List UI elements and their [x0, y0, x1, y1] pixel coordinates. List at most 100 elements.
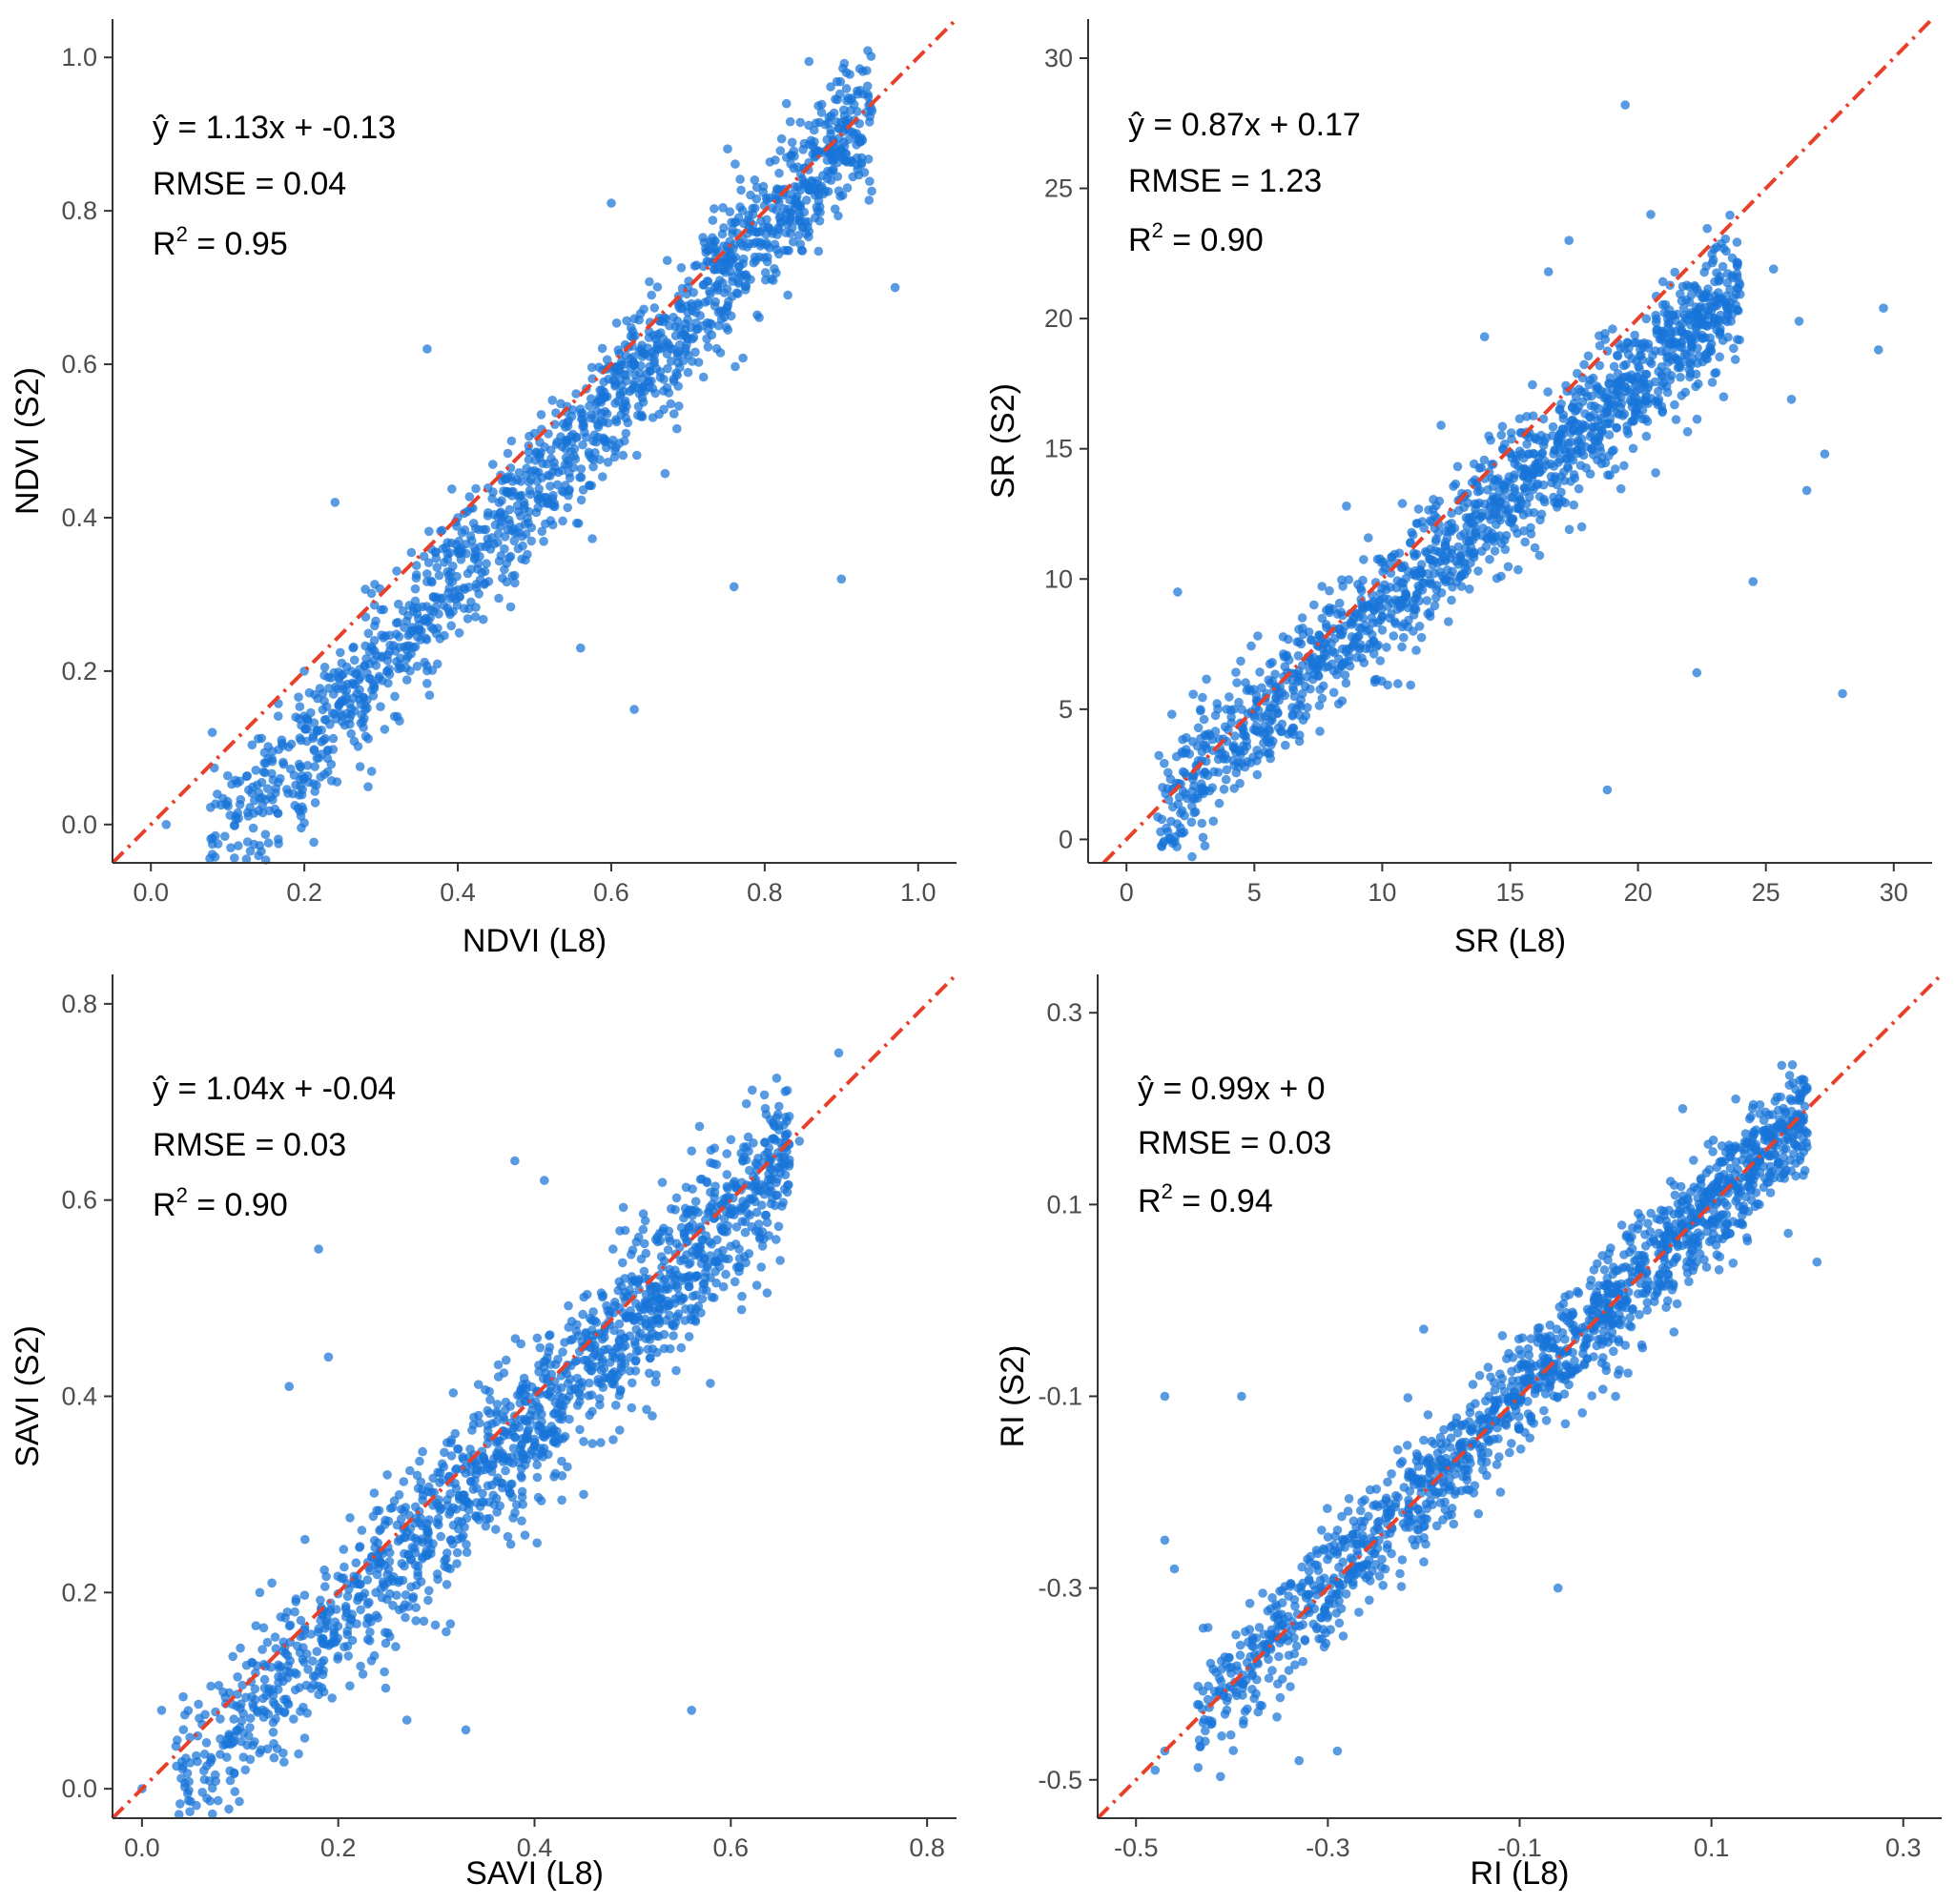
ndvi-point [712, 264, 723, 275]
ndvi-point [662, 256, 672, 265]
ndvi-point [569, 451, 579, 461]
savi-point [382, 1594, 392, 1605]
ri-point [1731, 1094, 1740, 1104]
sr-point [1514, 446, 1525, 457]
savi-point [445, 1489, 456, 1499]
sr-point [1196, 706, 1205, 716]
ndvi-point [395, 716, 404, 726]
sr-point [1642, 417, 1653, 426]
ndvi-point [524, 506, 534, 517]
savi-point [241, 1692, 251, 1703]
savi-point [534, 1367, 544, 1377]
sr-point [1527, 473, 1537, 482]
ndvi-point [317, 749, 327, 759]
sr-point [1266, 753, 1275, 764]
ndvi-point [698, 320, 708, 331]
savi-point [365, 1566, 375, 1576]
ndvi-point [517, 490, 526, 501]
sr-point [1339, 658, 1349, 667]
ndvi-point [400, 623, 409, 632]
sr-point [1187, 851, 1197, 862]
savi-point [726, 1241, 735, 1251]
sr-point [1725, 210, 1735, 220]
ndvi-point [659, 313, 669, 322]
savi-point [532, 1333, 543, 1343]
sr-point [1550, 445, 1560, 456]
sr-point [1173, 587, 1183, 597]
ndvi-point [710, 204, 719, 214]
savi-point [640, 1216, 650, 1226]
ndvi-point [853, 160, 862, 170]
ndvi-point [835, 192, 845, 201]
sr-point [1612, 422, 1621, 433]
ndvi-point [408, 606, 419, 616]
savi-point [706, 1157, 715, 1168]
savi-point [372, 1505, 381, 1516]
sr-point [1374, 597, 1385, 607]
savi-point [321, 1571, 331, 1582]
savi-point [508, 1443, 519, 1453]
savi-point [711, 1256, 721, 1265]
savi-point [418, 1495, 427, 1505]
ndvi-point [500, 564, 509, 575]
ndvi-annotation: ŷ = 1.13x + -0.13 RMSE = 0.04 R2 = 0.95 [153, 110, 396, 262]
savi-point [462, 1547, 472, 1557]
savi-point [766, 1198, 776, 1209]
sr-point [1330, 634, 1340, 644]
savi-point [269, 1752, 279, 1763]
ndvi-point [654, 409, 664, 420]
ndvi-point [804, 232, 813, 242]
savi-point [445, 1619, 456, 1628]
savi-point [748, 1085, 757, 1095]
sr-r2: R2 = 0.90 [1128, 218, 1264, 258]
sr-point [1200, 841, 1210, 850]
ndvi-point [249, 839, 259, 850]
savi-point [710, 1143, 719, 1153]
ndvi-point [783, 290, 792, 300]
savi-point [545, 1330, 555, 1340]
sr-point [1580, 441, 1591, 452]
sr-y-tick-label: 5 [1059, 695, 1073, 724]
savi-point [357, 1525, 367, 1535]
ri-point [1343, 1506, 1353, 1516]
sr-point [1692, 414, 1702, 424]
ndvi-point [836, 151, 846, 160]
savi-point [446, 1438, 456, 1448]
savi-point [236, 1643, 245, 1653]
sr-point [1579, 359, 1589, 370]
sr-point [1682, 280, 1692, 291]
ndvi-point [366, 767, 377, 776]
savi-point [228, 1651, 237, 1662]
ri-point [1300, 1636, 1310, 1646]
sr-point [1702, 223, 1712, 234]
savi-point [772, 1190, 783, 1200]
ndvi-point [536, 410, 546, 420]
ndvi-point [611, 318, 622, 328]
savi-point [235, 1796, 244, 1807]
ndvi-point [680, 324, 690, 335]
sr-point [1573, 368, 1582, 379]
sr-point [1294, 637, 1305, 646]
sr-point [1715, 327, 1724, 337]
ndvi-point [380, 725, 390, 734]
ndvi-point [371, 616, 381, 626]
sr-point [1219, 785, 1229, 794]
ndvi-point [761, 275, 771, 285]
savi-point [492, 1407, 502, 1417]
ndvi-point [645, 276, 654, 287]
savi-point [517, 1473, 526, 1483]
ndvi-point [658, 334, 669, 343]
savi-point [794, 1136, 805, 1146]
savi-point [183, 1789, 193, 1798]
savi-point [451, 1484, 462, 1494]
savi-point [614, 1319, 625, 1329]
savi-point [657, 1177, 668, 1187]
sr-point [1573, 445, 1583, 455]
ndvi-point [787, 190, 797, 199]
ndvi-point [254, 788, 264, 798]
savi-point [649, 1303, 660, 1313]
ndvi-point [591, 437, 601, 447]
sr-point [1476, 546, 1487, 556]
sr-point [1768, 264, 1779, 275]
savi-point [782, 1085, 792, 1095]
